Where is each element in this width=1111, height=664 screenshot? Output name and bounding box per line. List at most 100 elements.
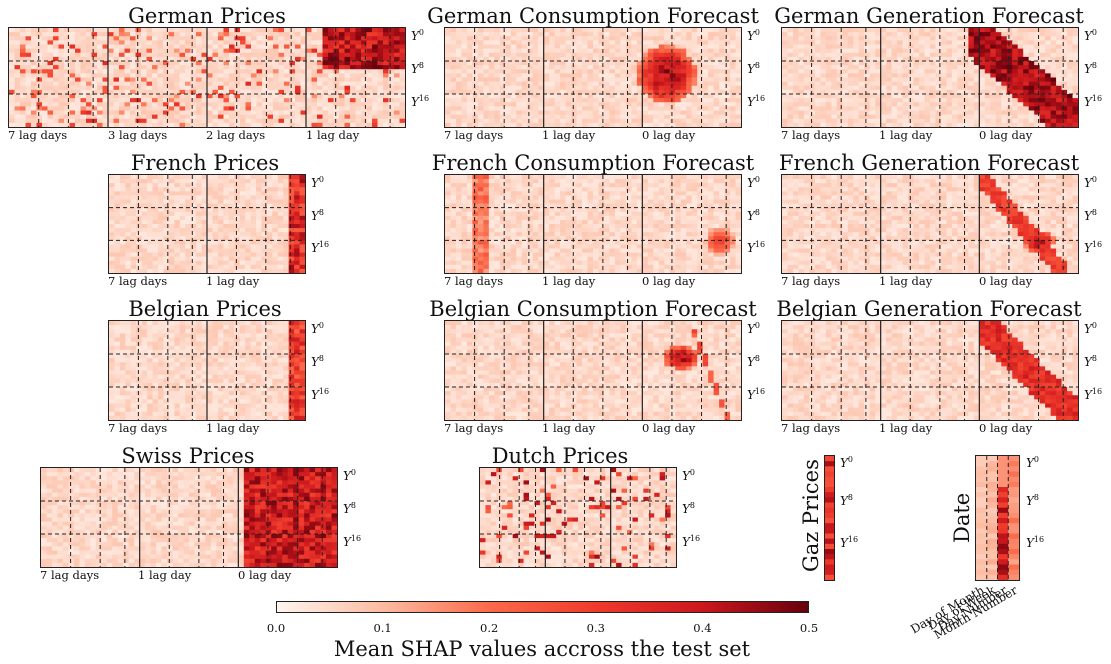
heat-cell xyxy=(1045,44,1052,50)
heat-cell xyxy=(130,32,136,37)
heat-cell xyxy=(1023,65,1030,70)
heat-cell xyxy=(798,94,805,99)
heat-cell xyxy=(1034,52,1041,58)
heat-cell xyxy=(935,118,942,124)
heat-cell xyxy=(455,44,462,50)
heat-cell xyxy=(798,77,805,83)
heat-cell xyxy=(875,65,882,70)
heat-cell xyxy=(1034,36,1041,41)
heat-cell xyxy=(179,187,186,192)
heat-cell xyxy=(91,48,98,54)
heat-cell xyxy=(990,48,997,54)
heat-cell xyxy=(157,73,164,78)
heat-cell xyxy=(124,56,131,62)
heat-cell xyxy=(864,106,871,111)
heat-cell xyxy=(787,40,794,45)
heat-cell xyxy=(168,32,175,37)
heat-cell xyxy=(267,28,274,33)
heat-cell xyxy=(339,61,345,66)
heat-cell xyxy=(64,73,70,78)
heat-cell xyxy=(787,98,794,103)
heat-cell xyxy=(847,40,854,45)
heat-cell xyxy=(647,77,654,83)
heat-cell xyxy=(935,28,942,33)
heat-cell xyxy=(119,211,126,217)
heat-cell xyxy=(201,203,208,209)
heat-cell xyxy=(245,32,252,37)
heat-cell xyxy=(642,52,649,58)
heat-cell xyxy=(549,114,556,120)
heat-cell xyxy=(42,98,48,103)
heat-cell xyxy=(355,61,362,66)
heat-cell xyxy=(124,28,131,33)
heat-cell xyxy=(245,94,252,99)
heat-cell xyxy=(36,28,43,33)
heat-cell xyxy=(499,122,506,127)
heat-cell xyxy=(445,89,451,95)
heat-cell xyxy=(196,52,202,58)
heat-cell xyxy=(113,102,120,107)
heat-cell xyxy=(532,94,539,99)
heat-cell xyxy=(201,36,208,41)
heat-cell xyxy=(532,110,539,116)
heat-cell xyxy=(245,199,252,205)
heat-cell xyxy=(864,40,871,45)
heat-cell xyxy=(1012,32,1019,37)
heat-cell xyxy=(179,65,186,70)
heat-cell xyxy=(266,195,273,200)
heat-cell xyxy=(69,48,76,54)
heat-cell xyxy=(80,81,87,87)
heat-cell xyxy=(174,28,180,33)
heat-cell xyxy=(875,77,882,83)
heat-cell xyxy=(58,40,65,45)
heat-cell xyxy=(146,94,153,99)
heat-cell xyxy=(897,85,904,91)
heat-cell xyxy=(598,48,605,54)
heat-cell xyxy=(466,56,473,62)
heat-cell xyxy=(919,40,926,45)
heat-cell xyxy=(664,77,671,83)
heat-cell xyxy=(593,56,599,62)
heat-cell xyxy=(350,73,356,78)
heat-cell xyxy=(543,85,550,91)
heat-cell xyxy=(957,56,964,62)
heat-cell xyxy=(576,52,583,58)
heat-cell xyxy=(809,102,816,107)
heat-cell xyxy=(119,207,126,213)
heat-cell xyxy=(299,224,305,229)
heat-cell xyxy=(686,28,693,33)
heat-cell xyxy=(1006,98,1013,103)
heat-cell xyxy=(516,65,523,70)
heat-cell xyxy=(201,69,208,74)
heat-cell xyxy=(261,228,268,233)
heat-cell xyxy=(185,40,191,45)
heat-cell xyxy=(273,44,279,50)
heat-cell xyxy=(289,36,296,41)
heat-cell xyxy=(505,52,512,58)
heat-cell xyxy=(543,77,550,83)
heat-cell xyxy=(119,106,125,111)
heat-cell xyxy=(284,106,290,111)
heat-cell xyxy=(787,94,794,99)
heat-cell xyxy=(135,122,142,127)
heat-cell xyxy=(658,40,665,45)
heat-cell xyxy=(196,203,203,209)
heat-cell xyxy=(587,73,594,78)
heat-cell xyxy=(322,56,329,62)
heat-cell xyxy=(339,28,345,33)
heat-cell xyxy=(472,94,479,99)
heat-cell xyxy=(735,98,741,103)
heat-cell xyxy=(831,61,838,66)
heat-cell xyxy=(450,114,457,120)
heat-cell xyxy=(350,106,356,111)
heat-cell xyxy=(995,122,1002,127)
heat-cell xyxy=(388,65,395,70)
heat-cell xyxy=(642,118,649,124)
heat-cell xyxy=(234,40,241,45)
heat-cell xyxy=(42,102,48,107)
heat-cell xyxy=(245,228,252,233)
heat-cell xyxy=(565,98,572,103)
heat-cell xyxy=(647,73,654,78)
heat-cell xyxy=(124,52,131,58)
heat-cell xyxy=(283,179,290,184)
